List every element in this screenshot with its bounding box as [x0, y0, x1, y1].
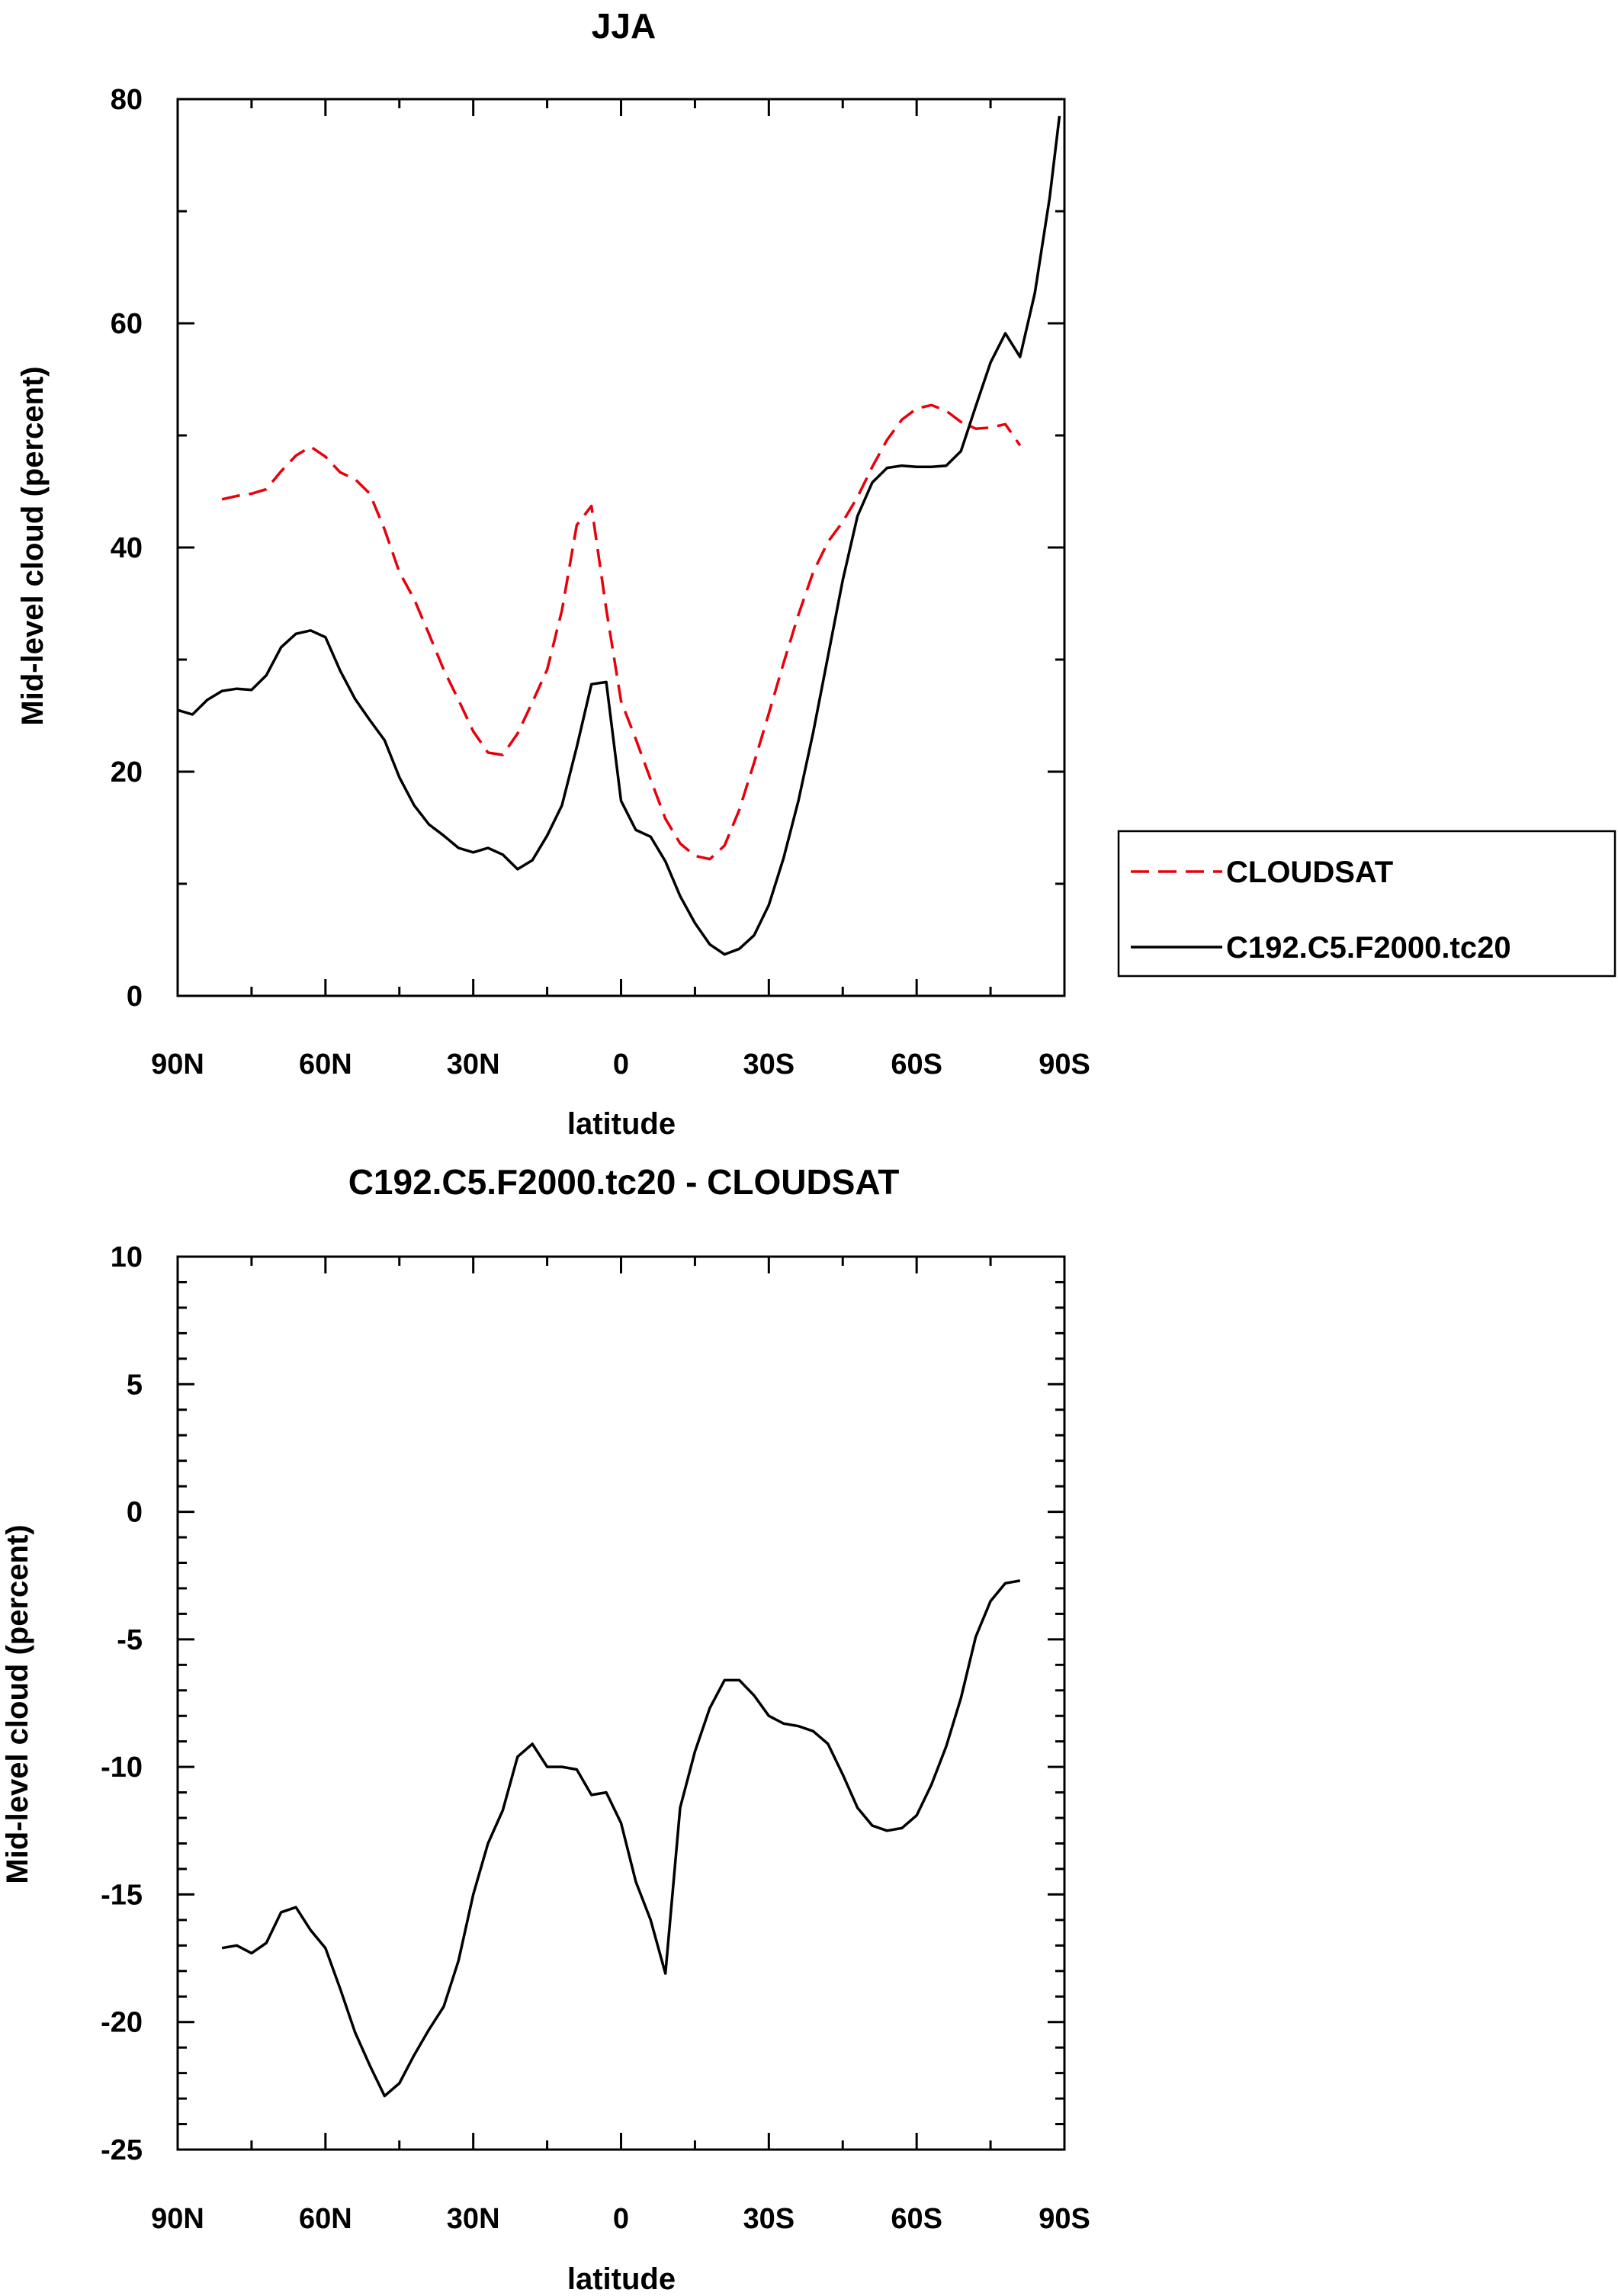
bottom-chart-panel: C192.C5.F2000.tc20 - CLOUDSAT 90N 60N 30N 0…	[1, 1162, 1090, 2296]
x-tick-label: 30S	[743, 2203, 795, 2235]
y-tick-label: 40	[111, 532, 143, 564]
x-tick-label: 60S	[891, 1048, 942, 1081]
x-tick-label: 30S	[743, 1048, 795, 1081]
y-tick-label: -25	[101, 2134, 143, 2166]
y-tick-label: -10	[101, 1752, 143, 1784]
y-tick-label: -5	[117, 1624, 143, 1656]
y-tick-label: 0	[127, 1497, 143, 1529]
y-tick-label: -20	[101, 2007, 143, 2039]
series-line-difference	[221, 1579, 1021, 2098]
y-axis-label: Mid-level cloud (percent)	[1, 1524, 34, 1883]
y-tick-label: 10	[111, 1241, 143, 1273]
legend-label-cloudsat: CLOUDSAT	[1226, 856, 1393, 889]
y-tick-label: 0	[127, 981, 143, 1013]
series-lines	[177, 115, 1061, 956]
x-tick-label: 30N	[447, 2203, 500, 2235]
x-tick-label: 90N	[151, 1048, 204, 1081]
x-tick-label: 90N	[151, 2203, 204, 2235]
series-line-cloudsat	[221, 403, 1022, 861]
x-tick-label: 0	[613, 2203, 629, 2235]
x-tick-label: 30N	[447, 1048, 500, 1081]
y-axis-label: Mid-level cloud (percent)	[16, 366, 50, 725]
x-axis-label: latitude	[567, 1107, 676, 1141]
x-tick-label: 90S	[1039, 2203, 1090, 2235]
chart-title: JJA	[592, 6, 656, 46]
y-tick-label: -15	[101, 1879, 143, 1911]
legend-box	[1117, 830, 1616, 978]
chart-title: C192.C5.F2000.tc20 - CLOUDSAT	[348, 1162, 900, 1202]
series-lines	[221, 1579, 1021, 2098]
legend: CLOUDSAT C192.C5.F2000.tc20	[1117, 830, 1616, 978]
x-tick-label: 90S	[1039, 1048, 1090, 1081]
x-tick-label: 0	[613, 1048, 629, 1081]
y-tick-label: 60	[111, 308, 143, 340]
legend-label-model: C192.C5.F2000.tc20	[1226, 931, 1511, 965]
x-tick-label: 60N	[299, 1048, 352, 1081]
y-tick-label: 20	[111, 756, 143, 788]
x-tick-label: 60S	[891, 2203, 942, 2235]
x-axis-label: latitude	[567, 2262, 676, 2296]
series-line-c192-c5-f2000-tc20	[177, 115, 1061, 956]
y-tick-label: 5	[127, 1369, 143, 1401]
top-chart-panel: JJA 90N 60N 30N 0 30S 60S 90S 0 20 40 60 80 latitud…	[16, 6, 1616, 1141]
x-tick-label: 60N	[299, 2203, 352, 2235]
y-tick-label: 80	[111, 84, 143, 116]
